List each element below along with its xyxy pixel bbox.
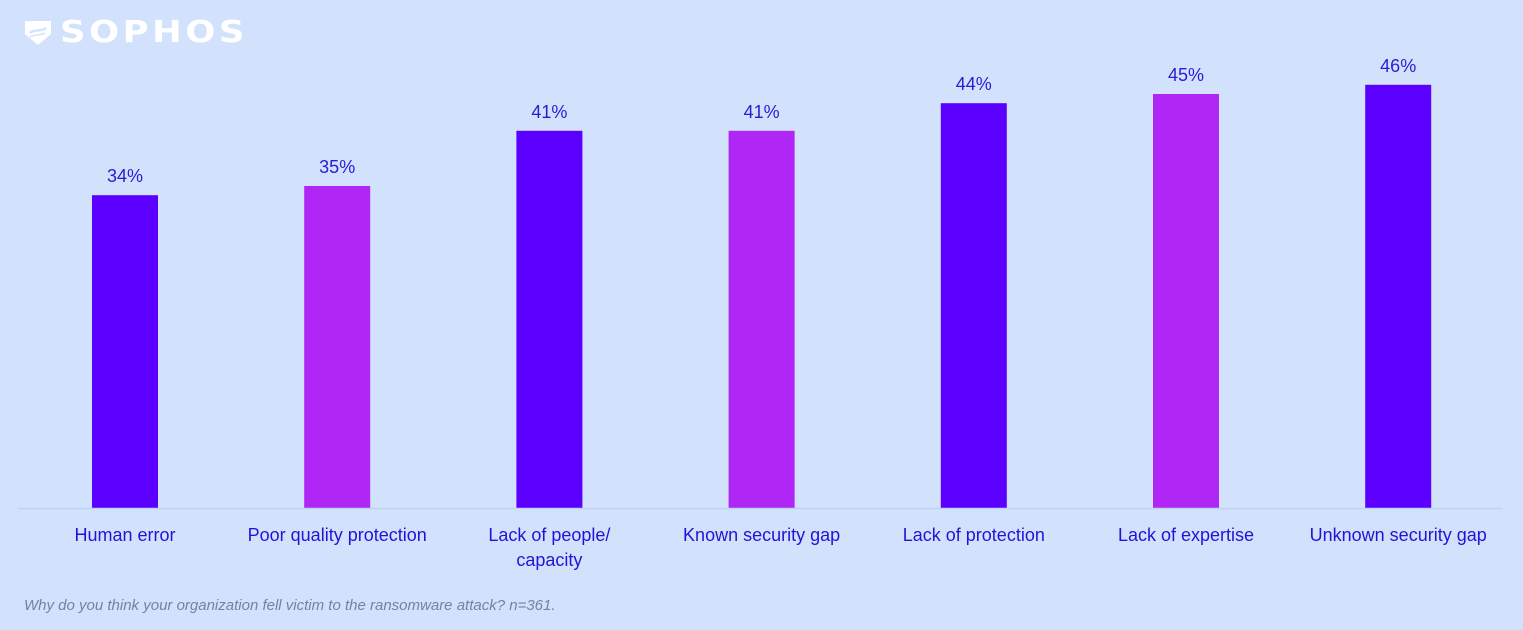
value-labels-group: 34% 35% 41% 41% 44% 45% 46%: [107, 56, 1416, 186]
value-label-6: 46%: [1380, 56, 1416, 76]
category-label-line: Lack of protection: [903, 525, 1045, 545]
bar-6: [1365, 84, 1432, 509]
category-label-line: Lack of people/: [488, 525, 610, 545]
category-label-1: Poor quality protection: [248, 525, 427, 545]
value-label-5: 45%: [1168, 65, 1204, 85]
shield-icon: [25, 21, 51, 45]
category-label-0: Human error: [74, 525, 175, 545]
category-label-6: Unknown security gap: [1310, 525, 1487, 545]
bar-0: [92, 195, 158, 508]
brand-name: SOPHOS: [60, 15, 249, 50]
value-label-1: 35%: [319, 157, 355, 177]
value-label-4: 44%: [956, 74, 992, 94]
bar-3: [728, 130, 795, 509]
bar-2: [516, 130, 583, 509]
value-label-3: 41%: [744, 102, 780, 122]
category-label-line: Human error: [74, 525, 175, 545]
category-label-2: Lack of people/capacity: [488, 525, 610, 570]
category-label-line: Lack of expertise: [1118, 525, 1254, 545]
category-label-line: Known security gap: [683, 525, 840, 545]
bars-group: [92, 84, 1432, 509]
value-label-2: 41%: [531, 102, 567, 122]
sophos-logo: SOPHOS: [24, 18, 244, 48]
bar-5: [1153, 94, 1219, 508]
bar-1: [304, 186, 371, 508]
category-label-4: Lack of protection: [903, 525, 1045, 545]
category-labels-group: Human error Poor quality protection Lack o…: [74, 525, 1486, 570]
bar-chart: 34% 35% 41% 41% 44% 45% 46% Human error Poor qu…: [19, 56, 1503, 570]
category-label-3: Known security gap: [683, 525, 840, 545]
category-label-line: capacity: [516, 550, 582, 570]
bar-4: [940, 103, 1007, 508]
category-label-5: Lack of expertise: [1118, 525, 1254, 545]
category-label-line: Unknown security gap: [1310, 525, 1487, 545]
value-label-0: 34%: [107, 166, 143, 186]
survey-footnote: Why do you think your organization fell …: [24, 597, 556, 614]
category-label-line: Poor quality protection: [248, 525, 427, 545]
